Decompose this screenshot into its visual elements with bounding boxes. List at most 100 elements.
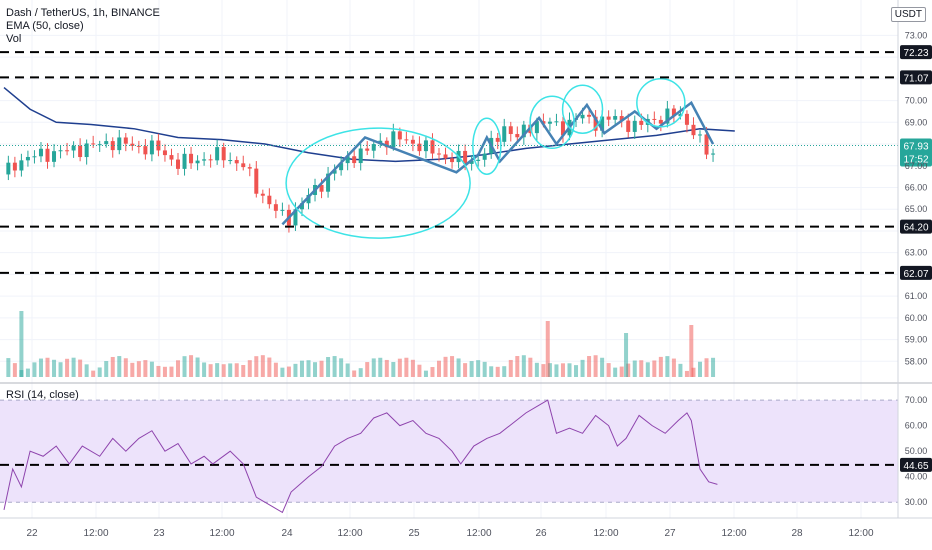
volume-bar (169, 366, 174, 377)
last-price-label: 67.93 (903, 142, 928, 153)
volume-bar (189, 355, 194, 377)
candle-body (84, 143, 89, 158)
candle-body (587, 114, 592, 117)
candle-body (397, 131, 402, 140)
candle-body (97, 144, 102, 146)
volume-bar (117, 356, 122, 377)
candle-body (410, 139, 415, 144)
level-label-bg (900, 219, 932, 234)
volume-bar (306, 360, 311, 377)
volume-bar (689, 325, 694, 377)
volume-bar (378, 357, 383, 377)
circle-annotation (636, 77, 686, 128)
volume-bar (704, 358, 709, 377)
price-tick-label: 61.00 (905, 291, 928, 301)
volume-bar (560, 363, 565, 377)
circle-annotation (529, 95, 575, 150)
volume-bar (645, 362, 650, 377)
level-label-bg (900, 45, 932, 60)
candle-body (273, 204, 278, 211)
candle-body (195, 160, 200, 164)
volume-bar (521, 355, 526, 377)
candle-body (560, 121, 565, 136)
time-tick-label: 25 (408, 528, 420, 539)
volume-bar (25, 368, 30, 377)
volume-bar (502, 366, 507, 377)
candle-body (515, 134, 520, 138)
volume-bar (417, 364, 422, 377)
volume-bar (482, 361, 487, 377)
volume-bar (319, 360, 324, 377)
volume-bar (97, 367, 102, 377)
candle-body (260, 193, 265, 196)
candle-body (547, 121, 552, 124)
candle-body (554, 121, 559, 123)
level-label-bg (900, 265, 932, 280)
volume-bar (123, 358, 128, 377)
candle-body (423, 140, 428, 152)
price-tick-label: 66.00 (905, 182, 928, 192)
candle-body (704, 134, 709, 155)
candle-body (25, 156, 30, 161)
rsi-tick-label: 60.00 (905, 421, 928, 431)
volume-bar (241, 365, 246, 377)
chart-title: Dash / TetherUS, 1h, BINANCE (6, 7, 160, 19)
candle-body (241, 163, 246, 168)
volume-bar (280, 367, 285, 377)
rsi-band-fill (0, 400, 898, 503)
volume-bar (352, 370, 357, 377)
volume-bar (684, 370, 689, 377)
time-tick-label: 22 (26, 528, 38, 539)
candle-body (711, 153, 716, 155)
candle-body (639, 120, 644, 125)
currency-badge[interactable]: USDT (890, 7, 926, 22)
volume-bar (78, 359, 83, 377)
candle-body (606, 116, 611, 120)
candle-body (189, 153, 194, 164)
volume-bar (450, 356, 455, 377)
candle-body (476, 159, 481, 161)
volume-bar (221, 364, 226, 377)
volume-bars (6, 311, 716, 377)
volume-bar (176, 360, 180, 377)
volume-bar (52, 359, 57, 377)
candle-body (619, 116, 624, 121)
candle-body (182, 153, 187, 169)
volume-bar (391, 362, 396, 377)
candle-body (143, 146, 148, 155)
volume-bar (528, 357, 533, 377)
rsi-legend[interactable]: RSI (14, close) (6, 389, 79, 401)
volume-bar (430, 367, 435, 377)
candle-body (371, 144, 376, 151)
volume-bar (286, 366, 291, 377)
volume-bar (613, 367, 618, 377)
circle-annotation (561, 84, 604, 135)
candle-body (502, 126, 507, 142)
volume-bar (658, 356, 663, 377)
volume-bar (6, 358, 11, 377)
volume-bar (489, 366, 494, 377)
volume-bar (228, 363, 233, 377)
candle-body (450, 158, 455, 163)
volume-bar (247, 360, 252, 377)
volume-bar (371, 358, 376, 377)
volume-bar (339, 358, 344, 377)
candle-body (684, 113, 689, 125)
candle-body (123, 137, 128, 144)
candle-body (176, 159, 180, 169)
level-label: 64.20 (903, 223, 928, 234)
candles (6, 100, 716, 233)
ema-legend[interactable]: EMA (50, close) (6, 20, 84, 32)
circle-annotation (285, 127, 471, 239)
candle-body (652, 118, 657, 120)
candle-body (254, 168, 259, 194)
candle-body (38, 148, 43, 157)
candle-body (593, 116, 598, 131)
candle-body (404, 139, 409, 141)
volume-bar (130, 362, 135, 377)
vol-legend[interactable]: Vol (6, 33, 22, 45)
volume-bar (110, 356, 115, 377)
time-tick-label: 12:00 (848, 528, 873, 539)
volume-bar (671, 358, 676, 377)
